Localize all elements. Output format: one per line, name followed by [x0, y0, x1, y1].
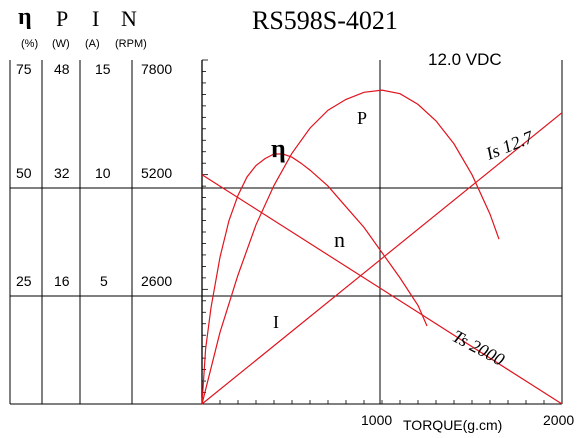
- chart-curves: [201, 89, 563, 405]
- curve-label-p: P: [357, 108, 367, 128]
- p-tick: 16: [54, 273, 70, 289]
- stall-current-label: Is 12.7: [482, 126, 537, 164]
- i-symbol: I: [92, 6, 100, 31]
- i-tick: 5: [100, 273, 108, 289]
- p-symbol: P: [56, 6, 69, 31]
- x-tick-1000: 1000: [361, 412, 393, 428]
- curve-n: [201, 174, 563, 405]
- n-unit: (RPM): [115, 38, 147, 50]
- p-tick: 48: [54, 61, 70, 77]
- stall-torque-label: Ts 2000: [449, 326, 508, 370]
- curve-label-i: I: [273, 312, 279, 332]
- n-tick: 7800: [141, 61, 173, 77]
- eta-tick: 50: [16, 165, 32, 181]
- i-tick: 10: [95, 165, 111, 181]
- i-unit: (A): [85, 38, 100, 50]
- eta-tick: 75: [16, 61, 32, 77]
- n-tick: 2600: [141, 273, 173, 289]
- p-unit: (W): [52, 38, 70, 50]
- n-symbol: N: [121, 6, 137, 31]
- n-tick: 5200: [141, 165, 173, 181]
- p-tick: 32: [54, 165, 70, 181]
- i-tick: 15: [95, 61, 111, 77]
- voltage-label: 12.0 VDC: [428, 50, 502, 69]
- eta-symbol: η: [18, 4, 32, 30]
- eta-tick: 25: [16, 273, 32, 289]
- curve-P: [201, 89, 500, 405]
- x-axis-label: TORQUE(g.cm): [403, 417, 503, 433]
- curve-η: [201, 153, 428, 405]
- x-tick-2000: 2000: [543, 412, 575, 428]
- curve-label-n: n: [334, 227, 345, 252]
- curve-label-eta: η: [271, 134, 286, 163]
- eta-unit: (%): [21, 38, 39, 50]
- curve-I: [201, 112, 563, 405]
- chart-ticks: [201, 59, 563, 405]
- chart-title: RS598S-4021: [252, 6, 398, 35]
